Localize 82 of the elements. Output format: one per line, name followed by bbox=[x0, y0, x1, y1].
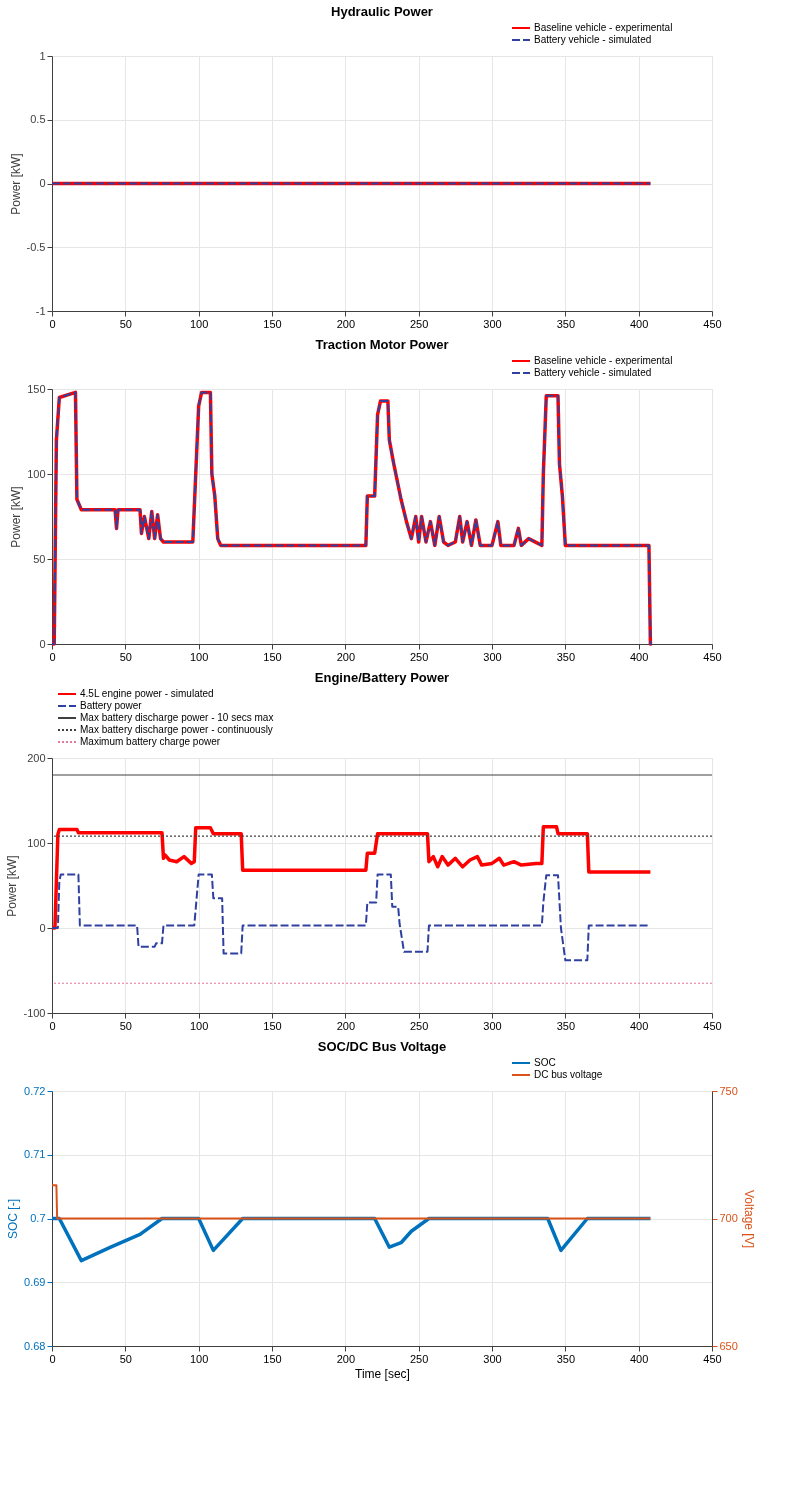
legend-label: Baseline vehicle - experimental bbox=[534, 355, 673, 366]
x-tick-label: 0 bbox=[49, 650, 56, 663]
y-axis-title: Power [kW] bbox=[9, 486, 24, 548]
x-tick-label: 0 bbox=[49, 1019, 56, 1032]
x-tick-label: 100 bbox=[189, 1019, 209, 1032]
x-tick-label: 200 bbox=[336, 317, 356, 330]
y-tick-label: 0.68 bbox=[24, 1339, 46, 1352]
legend-label: DC bus voltage bbox=[534, 1069, 603, 1080]
x-tick-label: 300 bbox=[483, 317, 502, 330]
x-tick-label: 300 bbox=[483, 1352, 502, 1365]
x-tick-label: 100 bbox=[189, 317, 209, 330]
y-axis-title: SOC [-] bbox=[6, 1198, 21, 1240]
legend-label: Battery power bbox=[80, 700, 143, 711]
x-tick-label: 450 bbox=[703, 650, 722, 663]
legend-label: Max battery discharge power - 10 secs max bbox=[80, 712, 274, 723]
y-tick-label: 200 bbox=[27, 751, 46, 764]
x-tick-label: 450 bbox=[703, 1352, 722, 1365]
chart-title: Traction Motor Power bbox=[315, 337, 449, 352]
y-axis-title: Power [kW] bbox=[8, 153, 23, 215]
x-tick-label: 300 bbox=[483, 650, 502, 663]
x-tick-label: 400 bbox=[629, 317, 649, 330]
x-tick-label: 200 bbox=[336, 1019, 356, 1032]
y-axis-title: Power [kW] bbox=[5, 855, 20, 917]
legend-label: Battery vehicle - simulated bbox=[534, 34, 652, 45]
x-tick-label: 300 bbox=[483, 1019, 502, 1032]
legend-label: Max battery discharge power - continuously bbox=[80, 724, 273, 735]
x-tick-label: 150 bbox=[263, 317, 282, 330]
x-tick-label: 250 bbox=[409, 317, 429, 330]
y-tick-label: 0.72 bbox=[24, 1084, 46, 1097]
x-tick-label: 350 bbox=[556, 1352, 576, 1365]
y-tick-label: -1 bbox=[35, 304, 46, 317]
y-tick-label: -0.5 bbox=[26, 240, 46, 253]
y2-tick-label: 650 bbox=[719, 1339, 738, 1352]
x-tick-label: 50 bbox=[119, 650, 132, 663]
x-tick-label: 250 bbox=[409, 1352, 429, 1365]
y-tick-label: 100 bbox=[27, 836, 46, 849]
y-tick-label: 150 bbox=[27, 382, 46, 395]
y-tick-label: 100 bbox=[27, 467, 46, 480]
y-tick-label: -100 bbox=[23, 1006, 46, 1019]
x-tick-label: 350 bbox=[556, 317, 576, 330]
x-tick-label: 200 bbox=[336, 1352, 356, 1365]
x-tick-label: 450 bbox=[703, 1019, 722, 1032]
x-tick-label: 400 bbox=[629, 1352, 649, 1365]
x-tick-label: 400 bbox=[629, 650, 649, 663]
y2-tick-label: 750 bbox=[719, 1084, 738, 1097]
x-tick-label: 50 bbox=[119, 317, 132, 330]
y-tick-label: 0.5 bbox=[30, 113, 46, 126]
y2-tick-label: 700 bbox=[719, 1212, 738, 1224]
x-tick-label: 450 bbox=[703, 317, 722, 330]
x-tick-label: 150 bbox=[263, 1352, 282, 1365]
chart-title: SOC/DC Bus Voltage bbox=[317, 1039, 447, 1054]
y2-axis-title: Voltage [V] bbox=[741, 1189, 756, 1249]
x-tick-label: 100 bbox=[189, 650, 209, 663]
y-tick-label: 50 bbox=[33, 552, 46, 565]
x-tick-label: 0 bbox=[49, 1352, 56, 1365]
x-axis-title: Time [sec] bbox=[355, 1366, 410, 1381]
legend-label: Baseline vehicle - experimental bbox=[534, 22, 673, 33]
x-tick-label: 0 bbox=[49, 317, 56, 330]
y-tick-label: 0 bbox=[39, 177, 46, 189]
legend-label: 4.5L engine power - simulated bbox=[80, 688, 214, 699]
y-tick-label: 0 bbox=[39, 637, 46, 650]
x-tick-label: 400 bbox=[629, 1019, 649, 1032]
y-tick-label: 0.7 bbox=[30, 1212, 46, 1224]
x-tick-label: 250 bbox=[409, 650, 429, 663]
chart-title: Engine/Battery Power bbox=[314, 670, 450, 685]
legend-label: Battery vehicle - simulated bbox=[534, 367, 652, 378]
y-tick-label: 0.71 bbox=[24, 1148, 46, 1161]
x-tick-label: 150 bbox=[263, 1019, 282, 1032]
legend-label: SOC bbox=[534, 1057, 556, 1068]
x-tick-label: 50 bbox=[119, 1019, 132, 1032]
chart-title: Hydraulic Power bbox=[331, 4, 433, 19]
x-tick-label: 100 bbox=[189, 1352, 209, 1365]
x-tick-label: 50 bbox=[119, 1352, 132, 1365]
x-tick-label: 150 bbox=[263, 650, 282, 663]
y-tick-label: 0.69 bbox=[24, 1275, 46, 1288]
y-tick-label: 1 bbox=[39, 49, 46, 62]
x-tick-label: 200 bbox=[336, 650, 356, 663]
x-tick-label: 250 bbox=[409, 1019, 429, 1032]
y-tick-label: 0 bbox=[39, 921, 46, 934]
x-tick-label: 350 bbox=[556, 1019, 576, 1032]
x-tick-label: 350 bbox=[556, 650, 576, 663]
legend-label: Maximum battery charge power bbox=[80, 736, 221, 747]
